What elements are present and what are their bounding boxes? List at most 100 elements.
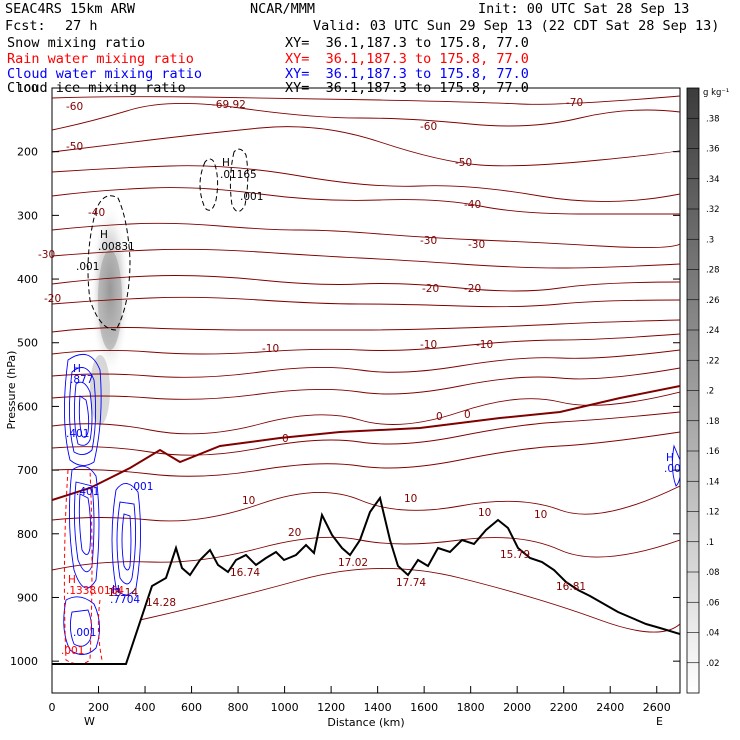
isotherm-label: 10: [534, 509, 547, 521]
water-label: .401: [76, 486, 99, 498]
cloud-water-contours: [63, 353, 680, 655]
isotherm-label: 10: [242, 495, 255, 507]
x-tick-label: 1200: [317, 701, 345, 714]
isotherm-label: 17.02: [338, 557, 368, 569]
isotherm-label: -40: [464, 199, 481, 211]
isotherm-label: -10: [262, 343, 279, 355]
max-marker-water-3: H: [112, 584, 120, 596]
isotherm: [52, 349, 680, 378]
max-value-water-3: .7704: [110, 594, 140, 606]
colorbar-level: .1: [706, 538, 714, 548]
y-axis-label: Pressure (hPa): [5, 351, 18, 430]
isotherm-label: -70: [566, 97, 583, 109]
y-tick-label: 300: [17, 209, 38, 222]
max-marker-water: H: [73, 363, 81, 375]
forecast-hour: 27 h: [65, 18, 98, 34]
isotherm-label: 0: [282, 433, 289, 445]
ice-min-label: .001: [240, 191, 263, 203]
isotherm: [52, 126, 680, 167]
isotherm-label: -40: [88, 207, 105, 219]
water-contour: [121, 513, 132, 571]
isotherm: [52, 165, 680, 202]
colorbar-level: .06: [706, 598, 720, 608]
isotherm: [52, 411, 680, 456]
x-axis-label: Distance (km): [327, 716, 404, 729]
isotherm: [139, 568, 680, 633]
isotherm-label: -10: [420, 339, 437, 351]
isotherm: [52, 95, 680, 105]
colorbar-level: .08: [706, 568, 720, 578]
y-tick-label: 400: [17, 273, 38, 286]
west-label: W: [84, 715, 95, 728]
isotherm-label: 18.14: [108, 587, 138, 599]
isotherm-label: 0: [436, 411, 443, 423]
max-marker-snow: H: [100, 229, 108, 241]
field-name-cloud-water: Cloud water mixing ratio: [7, 66, 203, 82]
center-title: NCAR/MMM: [250, 1, 316, 17]
x-tick-label: 0: [49, 701, 56, 714]
water-contour: [68, 367, 97, 455]
y-tick-label: 1000: [10, 655, 38, 668]
colorbar-level: .32: [706, 205, 720, 215]
isotherm: [52, 296, 680, 308]
isotherm: [52, 248, 680, 269]
water-label: .00: [664, 463, 681, 475]
terrain-profile: [52, 495, 680, 665]
y-tick-label: 200: [17, 146, 38, 159]
isotherm-label: -60: [420, 121, 437, 133]
isotherm-label: -10: [476, 339, 493, 351]
rain-contour: [63, 469, 93, 665]
colorbar-level: .3: [706, 235, 714, 245]
colorbar-level: .26: [706, 296, 720, 306]
max-marker-ice: H: [222, 157, 230, 169]
isotherm-label: 10: [478, 507, 491, 519]
isotherm-label: 14.28: [146, 597, 176, 609]
rain-contour: [97, 599, 103, 661]
isotherm-label: -30: [420, 235, 437, 247]
x-axis: 0 200 400 600 800 1000 1200 1400 1600 1800 2000 220…: [49, 686, 671, 714]
water-contour: [73, 481, 95, 573]
isotherm: [52, 391, 680, 435]
isotherm-label: -20: [44, 293, 61, 305]
colorbar-level: .28: [706, 266, 720, 276]
east-label: E: [656, 715, 663, 728]
max-marker-rain: H: [68, 574, 76, 586]
max-value-snow: .00831: [98, 241, 135, 253]
water-contour: [671, 444, 680, 487]
water-contour: [63, 596, 100, 655]
isotherm-label: -20: [464, 283, 481, 295]
isotherm: [52, 431, 680, 477]
isotherm-label: 16.81: [556, 581, 586, 593]
isotherm: [52, 275, 680, 292]
field-xy-snow: XY= 36.1,187.3 to 175.8, 77.0: [285, 35, 529, 51]
water-label: .401: [66, 428, 89, 440]
colorbar-unit: g kg⁻¹: [703, 88, 729, 98]
x-tick-label: 1800: [457, 701, 485, 714]
water-label: .001: [130, 481, 153, 493]
max-value-rain: .1338: [66, 585, 96, 597]
x-tick-label: 1000: [271, 701, 299, 714]
isotherm: [52, 536, 680, 571]
colorbar-labels: .02 .04 .06 .08 .1 .12 .14 .16 .18 .2 .22 .24 .26 .28…: [687, 114, 720, 669]
field-name-snow: Snow mixing ratio: [7, 35, 146, 51]
isotherm-label: 17.74: [396, 577, 426, 589]
y-tick-label: 900: [17, 591, 38, 604]
valid-time: Valid: 03 UTC Sun 29 Sep 13 (22 CDT Sat …: [313, 18, 720, 34]
rain-contours: [63, 469, 103, 665]
max-value-water: .877: [70, 374, 93, 386]
isotherm-label: -50: [455, 157, 472, 169]
field-xy-cloud-ice: XY= 36.1,187.3 to 175.8, 77.0: [285, 80, 529, 96]
isotherm-label: 20: [288, 527, 301, 539]
water-contour: [73, 381, 93, 446]
contour-labels: -60 -69.92 -70 -50 -60 -50 -40 -40 -30 -…: [38, 97, 586, 609]
snow-shading: [90, 202, 130, 378]
water-contour: [69, 609, 93, 647]
isotherm: [52, 333, 680, 355]
isotherm-label: 16.74: [230, 567, 260, 579]
colorbar-level: .24: [706, 326, 720, 336]
isotherm-label: -69.92: [212, 99, 246, 111]
isotherm: [52, 485, 680, 522]
field-xy-rain: XY= 36.1,187.3 to 175.8, 77.0: [285, 51, 529, 67]
